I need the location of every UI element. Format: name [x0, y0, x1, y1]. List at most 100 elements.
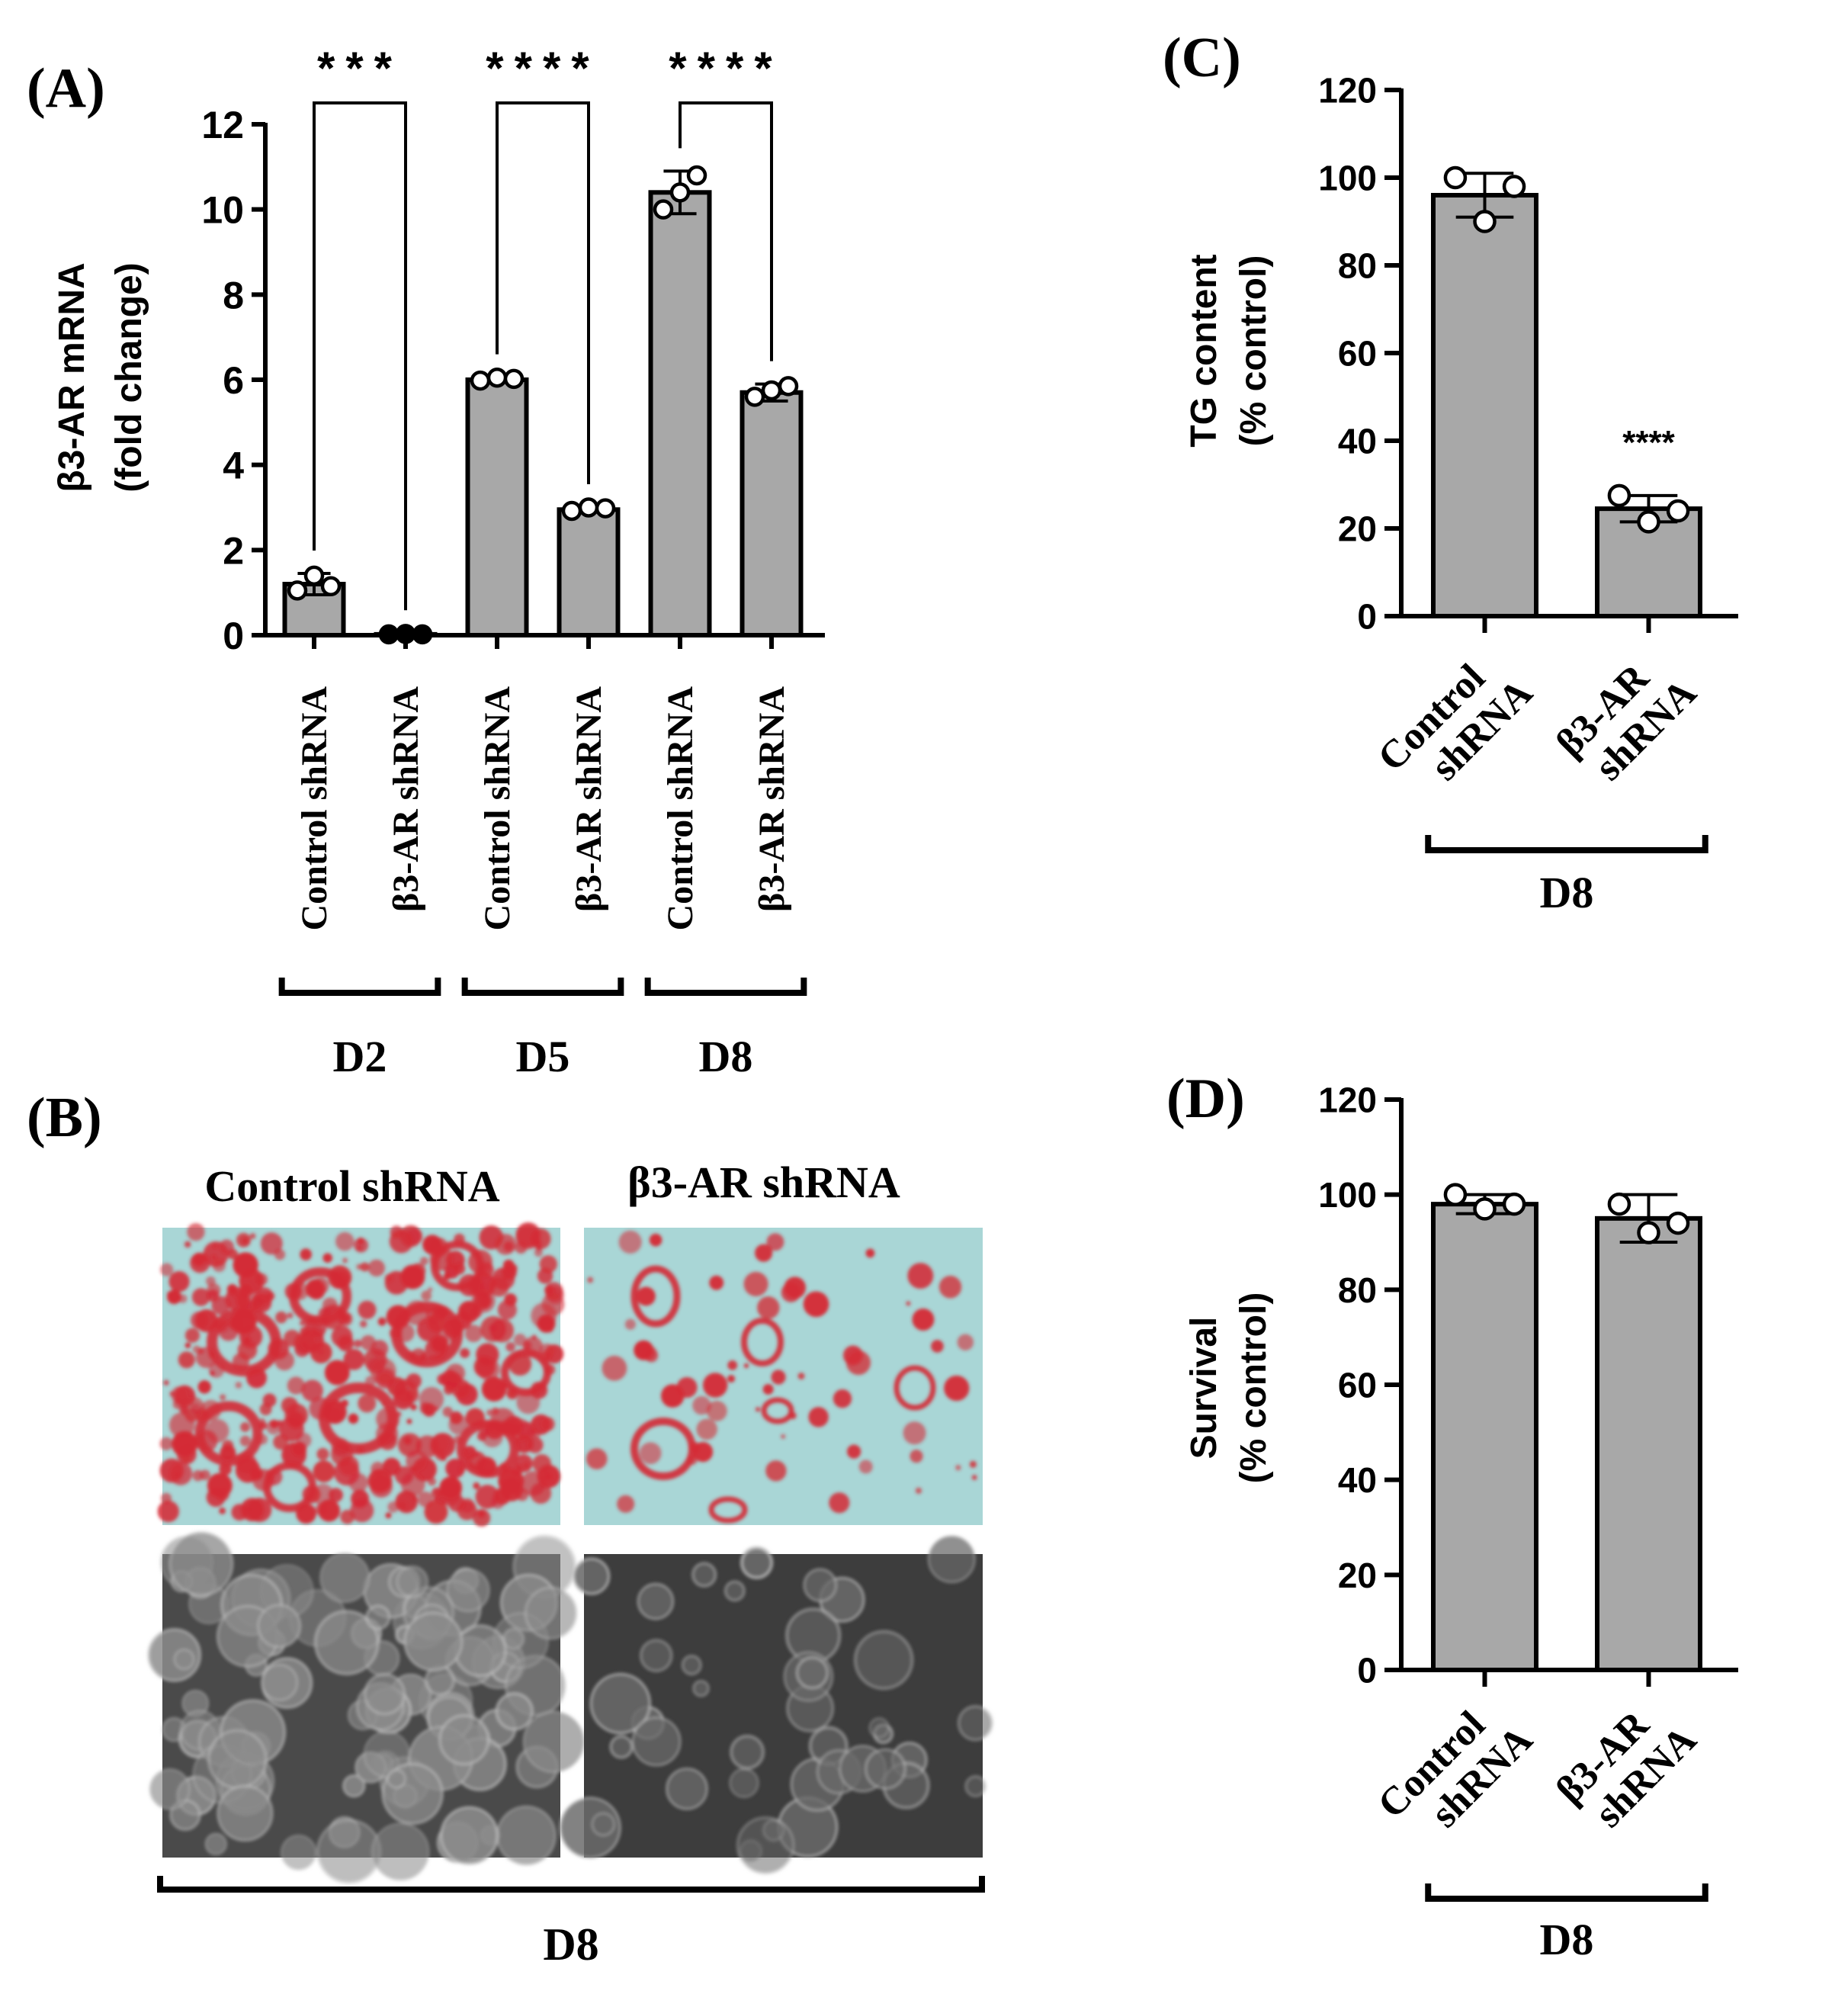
lipid-droplet — [237, 1340, 258, 1360]
data-point — [653, 199, 674, 220]
lipid-droplet — [910, 1450, 923, 1463]
y-tick-label: 4 — [223, 445, 244, 487]
lipid-droplet — [531, 1334, 537, 1340]
chart-d: 0 20 40 60 80 100 120 Survival (% control) Contro… — [1184, 1081, 1738, 1964]
lipid-droplet — [203, 1241, 229, 1267]
cell-outline — [446, 1569, 490, 1612]
y-tick-label: 120 — [1318, 1081, 1377, 1120]
data-point — [744, 387, 765, 407]
lipid-droplet — [358, 1300, 377, 1319]
stained-cell — [894, 1365, 936, 1411]
y-tick-label: 60 — [1338, 1366, 1377, 1405]
y-tick-label: 80 — [1338, 1270, 1377, 1310]
lipid-droplet — [249, 1233, 256, 1239]
cell-outline — [865, 1748, 906, 1790]
lipid-droplet — [534, 1238, 542, 1247]
cell-outline — [149, 1768, 191, 1810]
lipid-droplet — [537, 1314, 556, 1333]
lipid-droplet — [239, 1435, 251, 1447]
lipid-droplet — [445, 1458, 465, 1479]
data-point — [1666, 499, 1690, 523]
cell-outline — [217, 1785, 274, 1842]
data-point — [1443, 1183, 1468, 1206]
data-point — [1666, 1211, 1690, 1235]
stained-cell — [391, 1302, 463, 1367]
stained-cell — [761, 1397, 794, 1424]
lipid-droplet — [191, 1288, 210, 1306]
lipid-droplet — [421, 1290, 432, 1301]
cell-outline — [365, 1604, 391, 1630]
lipid-droplet — [342, 1257, 348, 1264]
cell-outline — [204, 1832, 227, 1855]
stained-cell — [207, 1308, 281, 1376]
y-tick-label: 100 — [1318, 159, 1377, 198]
lipid-droplet — [513, 1333, 527, 1347]
lipid-droplet — [727, 1375, 736, 1383]
lipid-droplet — [287, 1376, 305, 1395]
data-point — [287, 580, 308, 601]
panel-label-a: (A) — [27, 57, 105, 120]
lipid-droplet — [315, 1503, 328, 1516]
lipid-droplet — [539, 1255, 557, 1273]
bar — [740, 390, 804, 637]
lipid-droplet — [211, 1296, 230, 1315]
lipid-droplet — [274, 1350, 295, 1371]
chart-a: 0 2 4 6 8 10 12 β3-AR mRNA (fold change) Control … — [52, 43, 825, 1081]
lipid-droplet — [240, 1498, 265, 1522]
lipid-droplet — [641, 1345, 658, 1362]
group-bracket — [278, 978, 441, 996]
lipid-droplet — [348, 1413, 359, 1424]
lipid-droplet — [784, 1276, 807, 1299]
lipid-droplet — [287, 1411, 305, 1429]
lipid-droplet — [187, 1222, 205, 1241]
lipid-droplet — [661, 1384, 685, 1408]
cell-outline — [591, 1813, 615, 1836]
lipid-droplet — [479, 1225, 504, 1250]
data-point — [595, 498, 616, 519]
lipid-droplet — [587, 1276, 594, 1283]
x-category-label: Control shRNA — [294, 686, 335, 931]
x-category-label: β3-AR shRNA — [569, 686, 609, 912]
lipid-droplet — [493, 1488, 511, 1505]
lipid-droplet — [516, 1390, 541, 1415]
data-point — [503, 368, 525, 390]
lipid-droplet — [299, 1320, 305, 1326]
lipid-droplet — [406, 1418, 412, 1424]
x-category-label: β3-AR shRNA — [386, 686, 426, 912]
y-tick-label: 0 — [1357, 1651, 1377, 1691]
lipid-droplet — [931, 1340, 944, 1353]
lipid-droplet — [696, 1418, 717, 1440]
cell-outline — [868, 1717, 890, 1739]
lipid-droplet — [829, 1492, 850, 1514]
lipid-droplet — [270, 1419, 279, 1429]
lipid-droplet — [624, 1318, 636, 1330]
cell-outline — [454, 1624, 507, 1678]
cell-outline — [589, 1672, 651, 1735]
cell-outline — [729, 1768, 759, 1798]
x-category-label: Control shRNA — [660, 686, 701, 931]
y-axis-label: TG content — [1184, 254, 1224, 447]
lipid-droplet — [437, 1373, 448, 1385]
lipid-droplet — [301, 1379, 323, 1402]
lipid-droplet — [497, 1300, 517, 1320]
lipid-droplet — [184, 1342, 191, 1349]
lipid-droplet — [842, 1345, 863, 1366]
lipid-droplet — [771, 1370, 786, 1385]
micrograph-group-bracket — [157, 1876, 985, 1893]
lipid-droplet — [743, 1363, 749, 1369]
bar — [465, 377, 529, 637]
lipid-droplet — [219, 1507, 226, 1514]
lipid-droplet — [489, 1318, 515, 1343]
data-point — [669, 182, 691, 203]
lipid-droplet — [273, 1434, 289, 1450]
stained-cell — [194, 1401, 263, 1466]
data-point — [686, 165, 707, 186]
lipid-droplet — [481, 1376, 507, 1402]
lipid-droplet — [358, 1394, 377, 1413]
lipid-droplet — [357, 1244, 363, 1251]
lipid-droplet — [903, 1421, 926, 1445]
cell-outline — [723, 1580, 746, 1602]
cell-outline — [371, 1822, 430, 1881]
micrograph-column-label-control: Control shRNA — [204, 1161, 499, 1211]
